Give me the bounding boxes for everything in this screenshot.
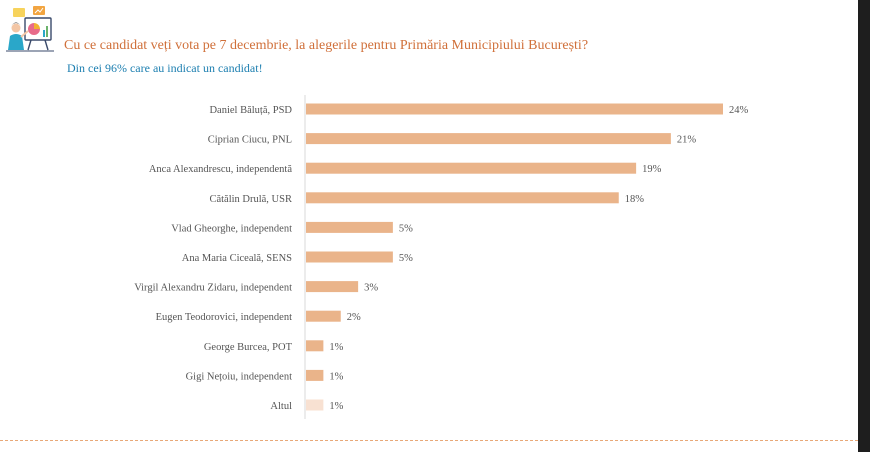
bar-row: Vlad Gheorghe, independent 5% <box>171 221 413 234</box>
bar-chart: Daniel Băluță, PSD 24% Ciprian Ciucu, PNL 2… <box>134 95 749 419</box>
footer-divider <box>0 440 858 441</box>
value-label: 21% <box>677 135 697 146</box>
value-label: 1% <box>329 342 343 353</box>
category-label: Ciprian Ciucu, PNL <box>208 135 292 146</box>
presenter-with-charts-icon <box>4 4 56 56</box>
bar <box>306 221 393 233</box>
category-label: Anca Alexandrescu, independentă <box>149 164 292 175</box>
bar <box>306 340 324 352</box>
bar-row: Anca Alexandrescu, independentă 19% <box>149 162 662 175</box>
value-label: 1% <box>329 371 343 382</box>
window-edge <box>858 0 870 452</box>
bar-row: Virgil Alexandru Zidaru, independent 3% <box>134 281 378 294</box>
bar <box>306 281 359 293</box>
value-label: 1% <box>329 401 343 412</box>
category-label: Ana Maria Ciceală, SENS <box>182 253 292 264</box>
bar-row: Eugen Teodorovici, independent 2% <box>156 310 361 323</box>
value-label: 5% <box>399 223 413 234</box>
bar <box>306 192 619 204</box>
bar-row: Ciprian Ciucu, PNL 21% <box>208 133 697 146</box>
bar-row: Daniel Băluță, PSD 24% <box>209 103 749 116</box>
bar <box>306 251 393 263</box>
category-label: Gigi Nețoiu, independent <box>186 371 293 382</box>
value-label: 18% <box>625 194 645 205</box>
bar <box>306 162 637 174</box>
category-label: Eugen Teodorovici, independent <box>156 312 292 323</box>
bar-row: Gigi Nețoiu, independent 1% <box>186 369 344 382</box>
value-label: 24% <box>729 105 749 116</box>
value-label: 5% <box>399 253 413 264</box>
value-label: 19% <box>642 164 662 175</box>
category-label: Vlad Gheorghe, independent <box>171 223 292 234</box>
bar-row: Cătălin Drulă, USR 18% <box>209 192 644 205</box>
category-label: Cătălin Drulă, USR <box>209 194 292 205</box>
category-label: Daniel Băluță, PSD <box>209 105 292 116</box>
bar-row: Ana Maria Ciceală, SENS 5% <box>182 251 413 264</box>
bar <box>306 133 671 145</box>
value-label: 2% <box>347 312 361 323</box>
category-label: Altul <box>270 401 292 412</box>
category-label: Virgil Alexandru Zidaru, independent <box>134 283 292 294</box>
bar <box>306 103 723 115</box>
bar <box>306 369 324 381</box>
bar-row: Altul 1% <box>270 399 344 412</box>
category-label: George Burcea, POT <box>204 342 293 353</box>
bar <box>306 399 324 411</box>
value-label: 3% <box>364 283 378 294</box>
chart-subtitle: Din cei 96% care au indicat un candidat! <box>67 61 263 75</box>
chart-title: Cu ce candidat veți vota pe 7 decembrie,… <box>64 38 589 53</box>
bar <box>306 310 341 322</box>
bar-row: George Burcea, POT 1% <box>204 340 344 353</box>
